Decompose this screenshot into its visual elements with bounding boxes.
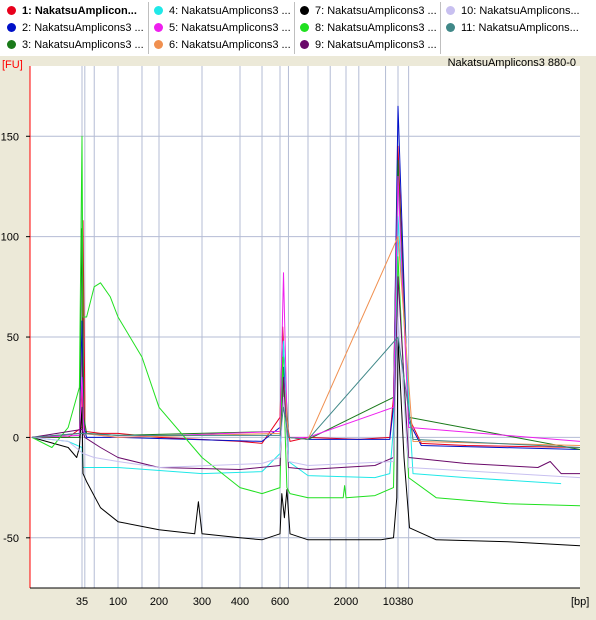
legend-item-label: 3: NakatsuAmplicons3 ... (22, 38, 144, 51)
x-tick-label: 600 (271, 596, 289, 608)
legend-column: 7: NakatsuAmplicons3 ... 8: NakatsuAmplic… (294, 2, 439, 54)
x-tick-label: 100 (109, 596, 127, 608)
legend-item-label: 5: NakatsuAmplicons3 ... (169, 21, 291, 34)
legend-item[interactable]: 3: NakatsuAmplicons3 ... (2, 36, 146, 53)
legend-color-swatch (7, 23, 16, 32)
x-tick-label: 35 (76, 596, 88, 608)
legend-item[interactable]: 4: NakatsuAmplicons3 ... (149, 2, 293, 19)
legend-item-label: 9: NakatsuAmplicons3 ... (315, 38, 437, 51)
y-tick-label: 0 (13, 432, 19, 444)
legend-color-swatch (300, 23, 309, 32)
legend-item-label: 6: NakatsuAmplicons3 ... (169, 38, 291, 51)
y-tick-label: -50 (3, 533, 19, 545)
legend-item-label: 4: NakatsuAmplicons3 ... (169, 4, 291, 17)
y-tick-label: 150 (1, 131, 19, 143)
x-tick-labels: 35 100 200 300 400 600 2000 10380 (76, 596, 413, 608)
legend-color-swatch (446, 6, 455, 15)
x-tick-label: 200 (150, 596, 168, 608)
series-line-10 (31, 316, 581, 479)
series-line-9 (31, 276, 580, 475)
legend-item-label: 8: NakatsuAmplicons3 ... (315, 21, 437, 34)
y-tick-label: 50 (7, 332, 19, 344)
legend-item[interactable]: 10: NakatsuAmplicons... (441, 2, 595, 19)
legend-item[interactable]: 11: NakatsuAmplicons... (441, 19, 595, 36)
legend-color-swatch (154, 23, 163, 32)
legend-item[interactable]: 1: NakatsuAmplicon... (2, 2, 146, 19)
legend-column: 1: NakatsuAmplicon... 2: NakatsuAmplicons… (2, 2, 146, 53)
legend-color-swatch (446, 23, 455, 32)
y-tick-labels: -50 0 50 100 150 (1, 131, 30, 545)
legend-column: 10: NakatsuAmplicons... 11: NakatsuAmplic… (440, 2, 595, 54)
x-tick-label: 10380 (383, 596, 414, 608)
legend-item[interactable]: 8: NakatsuAmplicons3 ... (295, 19, 439, 36)
chart-title: NakatsuAmplicons3 880-0 (448, 57, 576, 69)
series-line-5 (31, 175, 581, 442)
legend-item[interactable]: 2: NakatsuAmplicons3 ... (2, 19, 146, 36)
legend-item[interactable]: 6: NakatsuAmplicons3 ... (149, 36, 293, 53)
series-line-6 (31, 236, 581, 446)
legend-color-swatch (7, 6, 16, 15)
legend-item[interactable]: 9: NakatsuAmplicons3 ... (295, 36, 439, 53)
legend-color-swatch (154, 6, 163, 15)
x-tick-label: 2000 (334, 596, 358, 608)
legend-item-label: 1: NakatsuAmplicon... (22, 4, 137, 17)
series-group (31, 105, 581, 547)
horizontal-grid (30, 135, 580, 539)
legend-color-swatch (300, 40, 309, 49)
y-axis-label: [FU] (2, 59, 23, 71)
vertical-grid (81, 66, 410, 588)
plot-area (30, 66, 580, 588)
legend-item-label: 10: NakatsuAmplicons... (461, 4, 580, 17)
legend-color-swatch (154, 40, 163, 49)
legend-item[interactable]: 5: NakatsuAmplicons3 ... (149, 19, 293, 36)
series-line-11 (31, 336, 581, 448)
x-tick-label: 400 (231, 596, 249, 608)
legend-item-label: 7: NakatsuAmplicons3 ... (315, 4, 437, 17)
legend-item[interactable]: 7: NakatsuAmplicons3 ... (295, 2, 439, 19)
legend-item-label: 11: NakatsuAmplicons... (461, 21, 579, 34)
legend-column: 4: NakatsuAmplicons3 ... 5: NakatsuAmplic… (148, 2, 293, 54)
series-line-8 (31, 135, 581, 507)
legend-panel: 1: NakatsuAmplicon... 2: NakatsuAmplicons… (0, 0, 596, 57)
legend-color-swatch (7, 40, 16, 49)
x-axis-label: [bp] (571, 596, 589, 608)
legend-color-swatch (300, 6, 309, 15)
x-tick-label: 300 (193, 596, 211, 608)
y-tick-label: 100 (1, 232, 19, 244)
legend-item-label: 2: NakatsuAmplicons3 ... (22, 21, 144, 34)
